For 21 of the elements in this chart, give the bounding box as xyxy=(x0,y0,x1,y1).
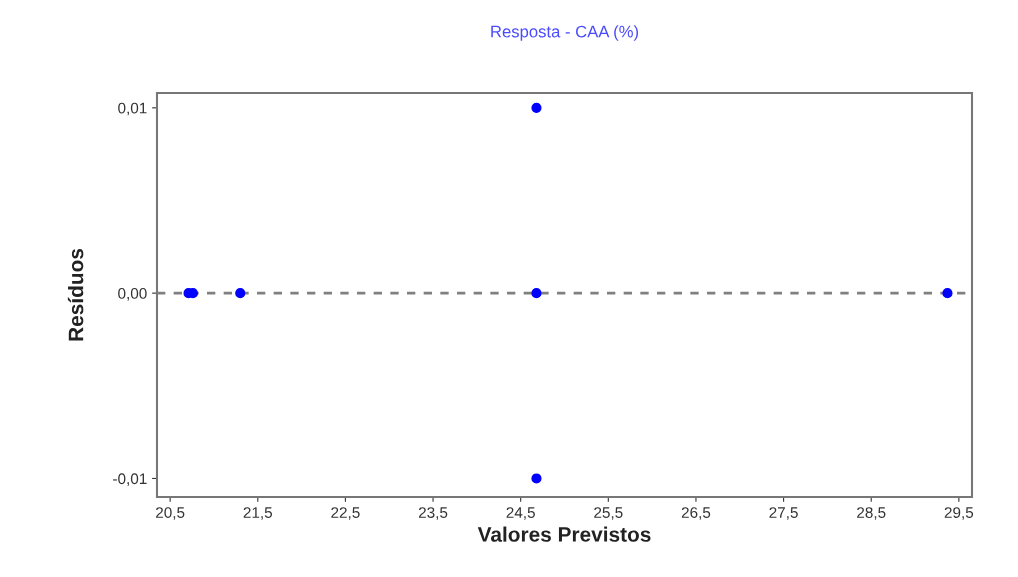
chart-title: Resposta - CAA (%) xyxy=(491,25,639,41)
x-tick-label: 22,5 xyxy=(331,507,360,520)
point xyxy=(531,102,542,113)
point xyxy=(531,473,542,484)
x-tick-label: 27,5 xyxy=(769,507,798,520)
x-tick-label: 29,5 xyxy=(944,507,974,520)
x-tick-label: 21,5 xyxy=(243,507,273,520)
x-tick-label: 20,5 xyxy=(156,507,185,520)
x-tick-label: 25,5 xyxy=(594,507,623,520)
y-tick-label: -0,01 xyxy=(113,473,147,486)
point xyxy=(531,288,542,299)
x-tick-label: 24,5 xyxy=(506,507,535,520)
x-tick-label: 26,5 xyxy=(681,507,711,520)
x-axis-title: Valores Previstos xyxy=(477,526,651,542)
x-tick-label: 28,5 xyxy=(857,507,886,520)
point xyxy=(235,288,246,299)
y-tick-label: 0,00 xyxy=(118,288,147,301)
y-axis-title: Resíduos xyxy=(67,248,84,341)
x-tick-label: 23,5 xyxy=(418,507,448,520)
point xyxy=(942,288,953,299)
y-tick-label: 0,01 xyxy=(118,102,147,116)
